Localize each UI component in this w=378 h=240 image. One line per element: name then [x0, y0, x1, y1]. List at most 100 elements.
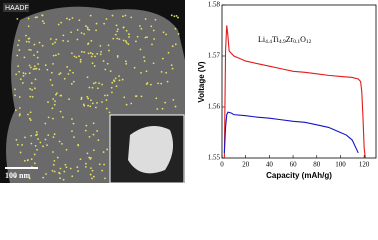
element-dot: [85, 124, 88, 127]
element-dot: [80, 50, 83, 53]
element-dot: [80, 32, 83, 34]
y-tick-label: 1.55: [208, 154, 221, 162]
element-dot: [44, 64, 47, 67]
element-dot: [33, 153, 36, 156]
element-dot: [92, 122, 95, 125]
element-dot: [105, 99, 108, 101]
element-dot: [156, 108, 159, 110]
element-dot: [28, 117, 31, 120]
element-dot: [84, 129, 87, 132]
element-dot: [144, 36, 147, 39]
element-dot: [43, 22, 45, 25]
element-dot: [128, 33, 130, 36]
element-dot: [16, 54, 19, 57]
element-dot: [38, 41, 41, 44]
element-dot: [36, 56, 39, 59]
element-dot: [33, 162, 36, 165]
element-dot: [70, 82, 73, 85]
element-dot: [73, 136, 75, 138]
element-dot: [52, 54, 55, 57]
element-dot: [174, 105, 177, 108]
element-dot: [112, 37, 115, 40]
element-dot: [63, 77, 66, 80]
element-dot: [96, 87, 99, 90]
element-dot: [59, 94, 62, 97]
element-dot: [88, 28, 91, 31]
element-dot: [103, 163, 105, 166]
element-dot: [22, 72, 25, 74]
element-dot: [85, 25, 87, 27]
element-dot: [36, 133, 39, 136]
element-dot: [28, 48, 31, 51]
element-dot: [58, 140, 61, 143]
element-dot: [110, 86, 113, 89]
element-dot: [125, 29, 128, 32]
element-dot: [39, 141, 42, 144]
x-axis-label: Capacity (mAh/g): [266, 171, 332, 180]
element-dot: [35, 131, 38, 133]
annotation: Li4.4Ti4.9Zr0.1O12: [258, 35, 312, 45]
element-dot: [46, 68, 49, 71]
element-dot: [29, 95, 32, 98]
element-dot: [160, 70, 163, 73]
element-dot: [128, 36, 130, 38]
element-dot: [171, 45, 174, 48]
element-dot: [17, 65, 20, 68]
element-dot: [64, 163, 67, 166]
element-dot: [18, 49, 21, 51]
element-dot: [53, 170, 56, 173]
figure: HAADF 100 nm Li4.4Ti4.9Zr0.1O12 Capacity…: [0, 0, 377, 184]
element-dot: [83, 51, 86, 54]
element-dot: [118, 75, 120, 78]
element-dot: [17, 44, 19, 47]
element-dot: [108, 111, 111, 114]
element-dot: [89, 14, 92, 17]
element-dot: [95, 106, 97, 109]
element-dot: [53, 133, 56, 136]
y-tick-label: 1.57: [208, 52, 221, 60]
element-dot: [36, 16, 38, 19]
element-dot: [23, 159, 26, 162]
element-dot: [15, 73, 18, 76]
element-dot: [116, 56, 119, 58]
element-dot: [58, 172, 61, 175]
element-dot: [135, 95, 138, 98]
element-dot: [61, 143, 63, 145]
element-dot: [100, 50, 102, 53]
element-dot: [122, 26, 125, 29]
element-dot: [164, 101, 167, 104]
element-dot: [55, 93, 57, 96]
element-dot: [160, 82, 163, 85]
element-dot: [174, 27, 177, 30]
element-dot: [149, 83, 152, 86]
element-dot: [19, 78, 22, 81]
element-dot: [87, 43, 89, 46]
x-tick-label: 60: [290, 161, 298, 169]
element-dot: [34, 78, 37, 81]
element-dot: [91, 169, 94, 172]
element-dot: [88, 156, 91, 159]
element-dot: [91, 86, 94, 89]
element-dot: [99, 53, 102, 56]
element-dot: [118, 79, 121, 82]
element-dot: [36, 51, 39, 53]
element-dot: [125, 41, 128, 44]
element-dot: [107, 44, 110, 47]
element-dot: [18, 113, 21, 115]
element-dot: [59, 177, 62, 180]
element-dot: [90, 156, 92, 159]
element-dot: [67, 40, 69, 43]
element-dot: [16, 143, 19, 146]
element-dot: [41, 20, 44, 23]
element-dot: [104, 68, 107, 71]
element-dot: [71, 52, 73, 55]
formula-part: Zr: [286, 35, 294, 44]
element-dot: [83, 33, 86, 35]
element-dot: [95, 29, 97, 32]
micrograph: HAADF 100 nm: [0, 0, 185, 184]
element-dot: [133, 66, 136, 69]
element-dot: [101, 169, 104, 172]
element-dot: [18, 96, 21, 98]
element-dot: [123, 96, 126, 99]
element-dot: [36, 148, 38, 151]
